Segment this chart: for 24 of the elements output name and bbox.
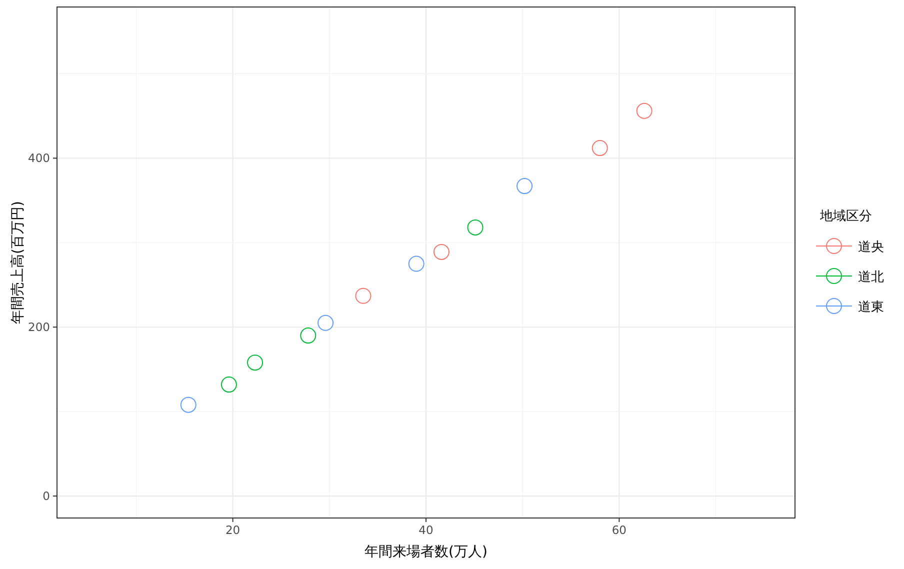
x-axis-title: 年間来場者数(万人) — [364, 544, 488, 560]
x-tick-label: 60 — [612, 523, 627, 537]
point — [408, 256, 424, 272]
point — [433, 244, 450, 260]
point — [318, 314, 334, 331]
x-tick-label: 40 — [418, 523, 434, 537]
point — [220, 376, 237, 393]
point — [467, 219, 484, 236]
point — [300, 328, 316, 344]
y-tick-label: 200 — [28, 320, 50, 334]
point — [636, 102, 652, 119]
point — [180, 396, 196, 413]
x-tick-label: 20 — [225, 523, 240, 537]
y-tick-label: 0 — [42, 489, 50, 504]
point — [247, 354, 264, 371]
point — [592, 140, 608, 156]
point — [516, 178, 533, 194]
point — [355, 288, 372, 304]
legend-title: 地域区分 — [819, 209, 872, 224]
legend-label: 道央 — [858, 240, 884, 255]
legend-label: 道北 — [858, 270, 884, 285]
y-axis-title: 年間売上高(百万円) — [10, 201, 26, 324]
y-tick-label: 400 — [28, 151, 50, 166]
legend-label: 道東 — [858, 300, 884, 315]
